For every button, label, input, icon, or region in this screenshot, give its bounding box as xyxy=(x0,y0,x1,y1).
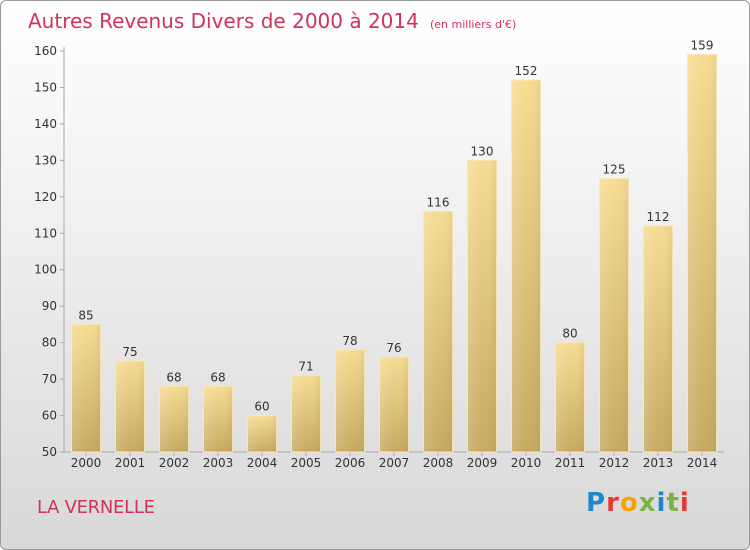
bar-shine-2004 xyxy=(247,415,277,452)
value-label-2008: 116 xyxy=(427,195,450,209)
value-label-2001: 75 xyxy=(122,345,137,359)
bar-shine-2012 xyxy=(599,178,629,452)
value-label-2007: 76 xyxy=(386,341,401,355)
axes: 50 60 70 80 90 100 110 120 130 140 150 160 xyxy=(34,44,724,459)
logo-letter: t xyxy=(666,488,680,518)
bar-shine-2000 xyxy=(71,324,101,452)
bar-shine-2007 xyxy=(379,357,409,452)
x-tick-label-2001: 2001 xyxy=(115,456,146,470)
x-tick-label-2014: 2014 xyxy=(687,456,718,470)
value-label-2010: 152 xyxy=(515,64,538,78)
value-label-2014: 159 xyxy=(691,39,714,53)
y-tick-label: 110 xyxy=(34,226,57,240)
y-tick-label: 90 xyxy=(42,299,57,313)
x-tick-label-2008: 2008 xyxy=(423,456,454,470)
x-tick-label-2004: 2004 xyxy=(247,456,278,470)
value-label-2006: 78 xyxy=(342,334,357,348)
value-label-2011: 80 xyxy=(562,327,577,341)
bar-shine-2011 xyxy=(555,342,585,452)
value-label-2009: 130 xyxy=(471,144,494,158)
bar-shine-2003 xyxy=(203,386,233,452)
x-tick-label-2005: 2005 xyxy=(291,456,322,470)
bars xyxy=(71,54,717,453)
y-tick-label: 150 xyxy=(34,80,57,94)
proxiti-logo[interactable]: Proxiti xyxy=(586,488,690,518)
chart-title: Autres Revenus Divers de 2000 à 2014 xyxy=(28,9,419,33)
y-tick-label: 160 xyxy=(34,44,57,58)
logo-letter: x xyxy=(638,488,657,518)
y-tick-label: 70 xyxy=(42,372,57,386)
value-label-2003: 68 xyxy=(210,370,225,384)
commune-name: LA VERNELLE xyxy=(37,497,155,518)
bar-shine-2013 xyxy=(643,225,673,452)
x-tick-label-2009: 2009 xyxy=(467,456,498,470)
bar-shine-2008 xyxy=(423,211,453,452)
x-tick-label-2011: 2011 xyxy=(555,456,586,470)
logo-letter: P xyxy=(586,488,607,518)
y-tick-label: 60 xyxy=(42,409,57,423)
logo-letter: o xyxy=(619,488,639,518)
bar-shine-2001 xyxy=(115,360,145,452)
x-tick-label-2007: 2007 xyxy=(379,456,410,470)
x-tick-label-2012: 2012 xyxy=(599,456,630,470)
value-label-2000: 85 xyxy=(78,308,93,322)
x-tick-label-2000: 2000 xyxy=(71,456,102,470)
bar-shine-2009 xyxy=(467,160,497,452)
y-tick-label: 80 xyxy=(42,336,57,350)
value-label-2013: 112 xyxy=(647,210,670,224)
value-label-2005: 71 xyxy=(298,359,313,373)
chart-unit: (en milliers d'€) xyxy=(429,18,517,31)
chart-title-block: Autres Revenus Divers de 2000 à 2014 (en… xyxy=(28,9,516,33)
value-label-2012: 125 xyxy=(603,163,626,177)
logo-letter: i xyxy=(679,488,690,518)
y-tick-label: 130 xyxy=(34,153,57,167)
x-tick-label-2013: 2013 xyxy=(643,456,674,470)
y-tick-label: 120 xyxy=(34,190,57,204)
bar-shine-2010 xyxy=(511,80,541,452)
bar-shine-2014 xyxy=(687,54,717,453)
y-tick-label: 50 xyxy=(42,445,57,459)
logo-letter: r xyxy=(606,488,620,518)
bar-shine-2006 xyxy=(335,349,365,452)
bar-shine-2005 xyxy=(291,375,321,452)
x-tick-label-2002: 2002 xyxy=(159,456,190,470)
x-tick-label-2010: 2010 xyxy=(511,456,542,470)
y-tick-label: 140 xyxy=(34,117,57,131)
labels: 85 2000 75 2001 68 2002 68 2003 60 2004 71 2005 78 20… xyxy=(71,39,718,470)
value-label-2002: 68 xyxy=(166,370,181,384)
x-tick-label-2006: 2006 xyxy=(335,456,366,470)
logo-letter: i xyxy=(656,488,667,518)
x-tick-label-2003: 2003 xyxy=(203,456,234,470)
bar-shine-2002 xyxy=(159,386,189,452)
value-label-2004: 60 xyxy=(254,400,269,414)
y-tick-label: 100 xyxy=(34,263,57,277)
